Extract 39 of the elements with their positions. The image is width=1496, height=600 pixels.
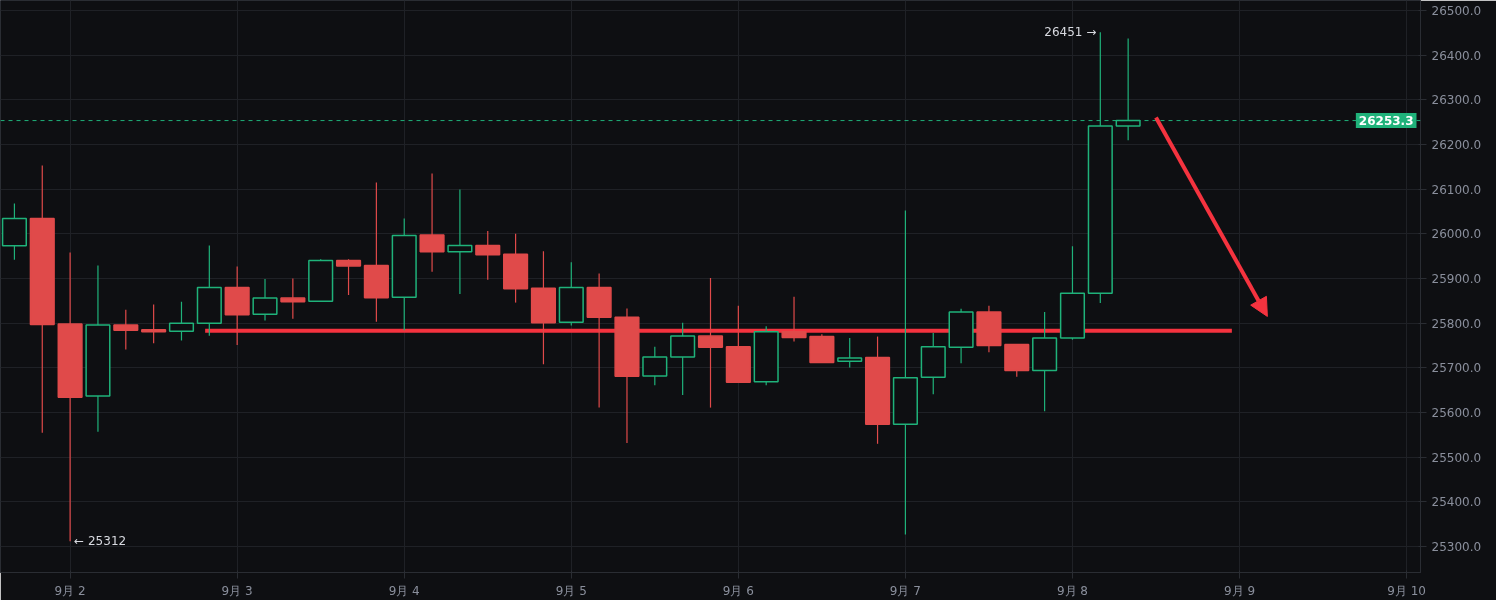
y-tick-label: 25700.0	[1431, 361, 1482, 376]
y-tick-label: 26400.0	[1431, 48, 1482, 63]
candlestick	[670, 322, 696, 396]
x-tick-label: 9月 2	[54, 583, 86, 598]
candlestick	[280, 277, 306, 320]
y-tick-label: 26300.0	[1431, 93, 1482, 108]
y-tick-label: 25400.0	[1431, 495, 1482, 510]
y-tick-label: 25900.0	[1431, 271, 1482, 286]
candlestick	[335, 258, 362, 296]
candlestick	[447, 188, 473, 295]
y-tick-label: 25300.0	[1431, 540, 1482, 555]
candlestick	[837, 337, 863, 368]
y-tick-label: 26500.0	[1431, 3, 1482, 18]
x-tick-label: 9月 5	[555, 583, 587, 598]
annotation: 26451 →	[1044, 25, 1097, 40]
x-tick-label: 9月 10	[1387, 583, 1426, 598]
candlestick	[252, 278, 278, 322]
x-tick-label: 9月 6	[722, 583, 754, 598]
candlestick	[475, 230, 501, 281]
candlestick	[419, 172, 445, 273]
x-tick-label: 9月 8	[1056, 583, 1089, 598]
candlestick	[168, 301, 195, 342]
candlestick	[697, 277, 724, 409]
x-tick-label: 9月 4	[388, 583, 420, 598]
y-tick-label: 26000.0	[1431, 227, 1482, 242]
y-tick-label: 25800.0	[1431, 316, 1482, 331]
x-tick-label: 9月 9	[1223, 583, 1256, 598]
ref-line-label: 26253.3	[1358, 114, 1414, 129]
y-tick-label: 25500.0	[1431, 450, 1482, 465]
candlestick	[642, 346, 668, 386]
annotation: ← 25312	[74, 534, 127, 549]
x-tick-label: 9月 3	[221, 583, 253, 598]
y-tick-label: 25600.0	[1431, 406, 1482, 421]
y-tick-label: 26100.0	[1431, 182, 1482, 197]
y-tick-label: 26200.0	[1431, 137, 1482, 152]
candlestick	[781, 296, 807, 343]
x-tick-label: 9月 7	[889, 583, 921, 598]
candlestick	[113, 309, 139, 351]
candlestick	[141, 303, 167, 344]
